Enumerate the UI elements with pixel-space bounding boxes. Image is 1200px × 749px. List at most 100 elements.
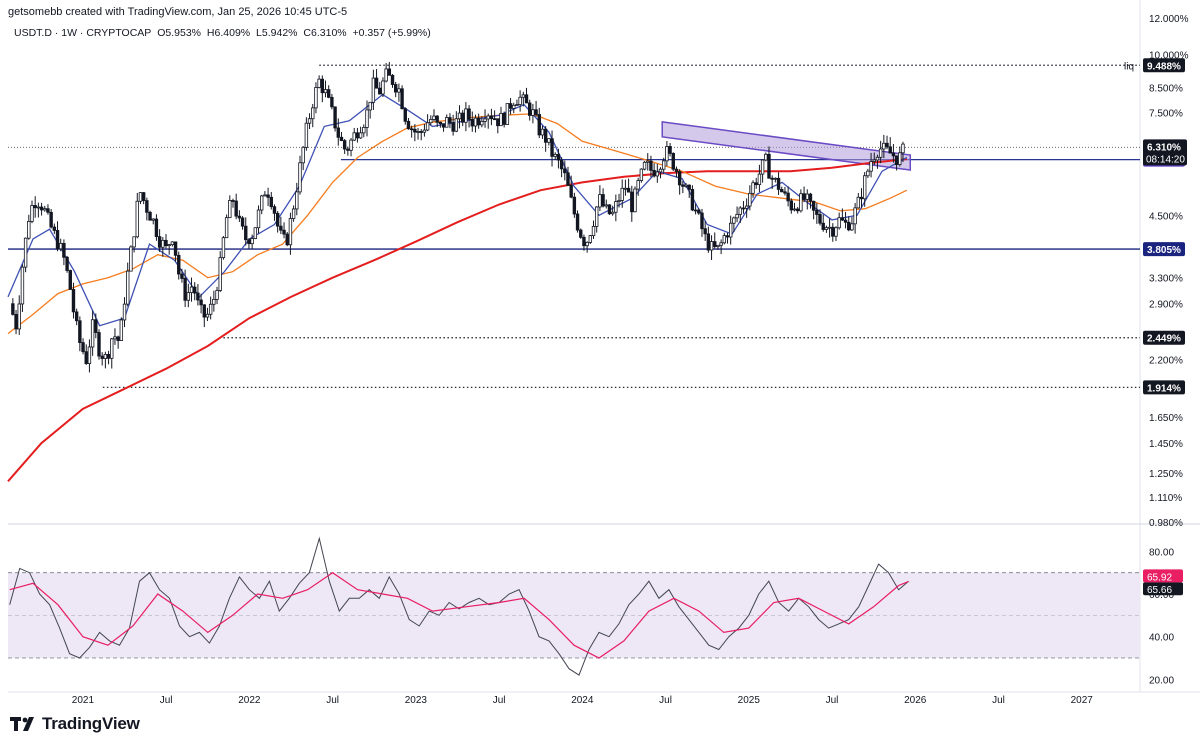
candle-body [275,212,280,227]
candle-body [738,207,742,215]
candle-body [815,209,819,215]
candle-body [610,211,615,215]
candle-body [786,192,790,202]
candle-body [68,270,72,290]
candle-body [859,196,864,200]
candle-body [129,246,133,272]
candle-body [145,200,149,213]
candle-body [492,118,497,121]
candle-body [633,188,637,213]
candle-body [445,117,449,128]
candle-body [464,108,468,123]
candle-body [866,170,870,177]
candle-body [579,229,583,238]
candle-body [760,159,765,175]
last-price-badge [1143,139,1187,166]
candle-body [186,292,191,301]
candle-body [151,218,155,221]
candle-body [862,175,867,200]
candle-body [601,194,605,207]
candle-body [875,156,880,161]
footer-logo[interactable]: TradingView [10,714,140,734]
candle-body [556,153,561,161]
candle-body [642,161,647,170]
candle-body [572,196,577,215]
level-label: 3.805% [1147,245,1181,256]
level-label: 2.449% [1147,334,1181,345]
candle-body [512,104,516,109]
y-tick-label: 1.250% [1149,469,1183,480]
level-label-bg [1143,380,1185,395]
candle-body [534,109,538,115]
candle-body [100,355,104,359]
candle-body [684,184,688,187]
candle-body [636,180,640,190]
candle-body [690,189,695,211]
candle-body [537,114,541,136]
sma_red-line [7,158,908,482]
x-tick-label: 2024 [571,695,594,706]
candle-body [454,118,459,132]
ohlc-change: +0.357 (+5.99%) [352,27,431,39]
candle-body [330,96,334,108]
candle-body [362,127,366,134]
candle-body [626,187,631,193]
candle-body [700,212,704,230]
candle-body [856,196,861,209]
candle-body [531,109,535,116]
y-tick-label: 1.110% [1149,493,1182,504]
candle-body [193,286,197,294]
candle-body [795,208,800,212]
candle-body [148,211,152,221]
level-note: liq [1124,61,1134,72]
candle-body [368,101,372,111]
candle-body [834,227,838,237]
candle-body [349,139,353,151]
candle-body [419,131,423,133]
candle-body [741,207,746,210]
candle-body [135,200,139,238]
candle-body [550,138,554,157]
candle-body [681,184,685,187]
candle-body [30,205,34,222]
candle-body [23,237,28,268]
symbol-name[interactable]: USDT.D · 1W · CRYPTOCAP [14,27,152,39]
candle-body [164,239,168,247]
tradingview-logo-icon [10,715,36,733]
candle-body [20,266,25,305]
rsi-value-badge [1143,582,1183,596]
countdown-label: 08:14:20 [1146,154,1185,165]
candle-body [387,68,392,76]
candle-body [14,314,18,330]
candle-body [263,194,267,197]
candle-body [620,187,624,201]
candle-body [126,270,130,305]
symbol-legend: USDT.D · 1W · CRYPTOCAP O5.953% H6.409% … [14,27,434,39]
ohlc-open: O5.953% [157,27,201,39]
candle-body [49,211,53,228]
candle-body [674,168,679,172]
y-tick-label: 3.300% [1149,274,1183,285]
candle-body [94,319,98,333]
candle-body [33,205,37,209]
candle-body [180,273,184,279]
candle-body [250,238,254,245]
candle-body [693,209,698,212]
candle-body [735,213,739,219]
candle-body [260,195,264,211]
y-tick-label: 4.500% [1149,211,1183,222]
candle-body [802,193,806,200]
candle-body [87,346,92,364]
candle-body [658,168,663,173]
level-label-bg [1143,330,1185,345]
candle-body [400,88,404,110]
candle-body [177,254,181,275]
candle-body [569,184,573,198]
candle-body [196,292,200,301]
candle-body [432,115,436,120]
chart-attribution: getsomebb created with TradingView.com, … [8,6,348,18]
candle-body [528,102,532,116]
candle-body [74,311,79,322]
candle-body [818,214,822,224]
